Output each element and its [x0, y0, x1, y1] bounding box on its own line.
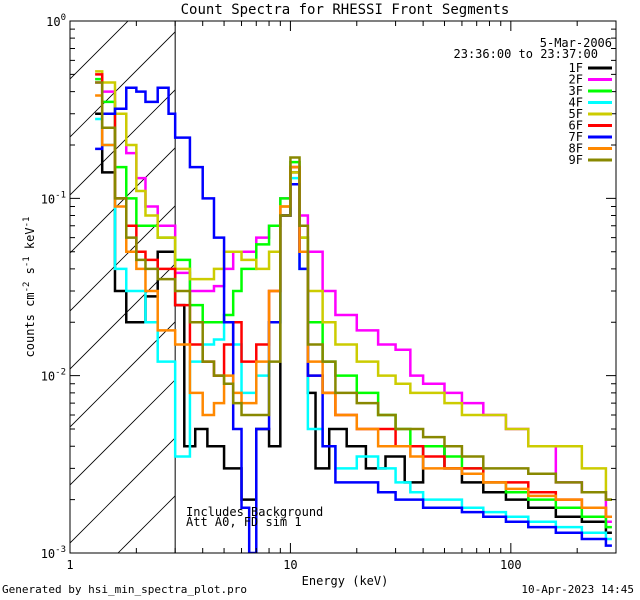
- hatch-lines: [70, 21, 176, 553]
- y-axis-label: counts cm-2 s-1 keV-1: [22, 217, 37, 358]
- plot-frame: [69, 20, 617, 554]
- series-layer: [95, 70, 612, 553]
- date-label: 5-Mar-2006: [540, 36, 612, 50]
- series-line-5f: [95, 70, 612, 501]
- series-line-4f: [95, 117, 612, 541]
- chart-title: Count Spectra for RHESSI Front Segments: [181, 2, 510, 18]
- x-axis-label: Energy (keV): [302, 574, 389, 588]
- legend-label-7f: 7F: [569, 130, 583, 144]
- legend-label-4f: 4F: [569, 96, 583, 110]
- footer-generated-by: Generated by hsi_min_spectra_plot.pro: [2, 583, 248, 596]
- x-tick-labels: 1 10 100: [66, 558, 521, 572]
- annotation-background: Includes Background: [186, 505, 323, 519]
- x-tick-label: 1: [66, 558, 73, 572]
- footer-timestamp: 10-Apr-2023 14:45: [521, 583, 634, 596]
- series-line-1f: [95, 112, 612, 535]
- y-tick-label: 10-3: [41, 545, 66, 561]
- series-line-8f: [95, 94, 612, 519]
- x-tick-label: 100: [500, 558, 522, 572]
- series-line-7f: [95, 86, 612, 553]
- y-tick-labels: 100 10-1 10-2 10-3: [41, 13, 66, 561]
- legend-label-9f: 9F: [569, 153, 583, 167]
- legend-label-8f: 8F: [569, 142, 583, 156]
- legend-label-5f: 5F: [569, 107, 583, 121]
- series-line-3f: [95, 77, 612, 529]
- axis-ticks: [69, 20, 617, 554]
- legend-label-2f: 2F: [569, 73, 583, 87]
- time-range-label: 23:36:00 to 23:37:00: [454, 47, 599, 61]
- y-tick-label: 10-1: [41, 190, 66, 206]
- series-line-2f: [95, 81, 612, 524]
- legend-label-3f: 3F: [569, 84, 583, 98]
- x-tick-label: 10: [283, 558, 297, 572]
- legend-label-1f: 1F: [569, 61, 583, 75]
- y-tick-label: 100: [46, 13, 66, 29]
- series-line-6f: [95, 73, 612, 519]
- annotation-attenuator: Att A0, FD sim 1: [186, 515, 302, 529]
- legend-label-6f: 6F: [569, 119, 583, 133]
- series-line-9f: [95, 81, 612, 501]
- y-tick-label: 10-2: [41, 368, 66, 384]
- tick-marks: [69, 20, 617, 554]
